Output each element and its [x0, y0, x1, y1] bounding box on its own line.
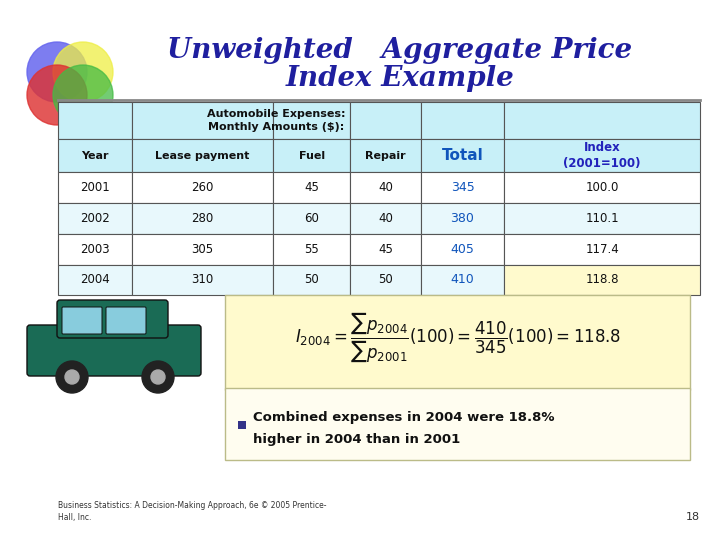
Circle shape — [56, 361, 88, 393]
Text: 60: 60 — [304, 212, 319, 225]
Bar — [273, 203, 350, 234]
Circle shape — [53, 65, 113, 125]
Bar — [504, 234, 700, 265]
Bar — [420, 203, 504, 234]
Bar — [225, 388, 690, 460]
Text: 280: 280 — [192, 212, 214, 225]
Bar — [132, 265, 273, 295]
Text: 50: 50 — [378, 273, 393, 286]
Text: 2004: 2004 — [80, 273, 109, 286]
Text: Index
(2001=100): Index (2001=100) — [563, 141, 641, 170]
Bar — [58, 172, 132, 203]
Bar — [238, 421, 246, 429]
FancyBboxPatch shape — [27, 325, 201, 376]
Text: 2002: 2002 — [80, 212, 109, 225]
Text: 100.0: 100.0 — [585, 181, 618, 194]
Text: Unweighted   Aggregate Price: Unweighted Aggregate Price — [168, 37, 633, 64]
Text: 40: 40 — [378, 212, 393, 225]
Circle shape — [27, 65, 87, 125]
Circle shape — [142, 361, 174, 393]
Text: 405: 405 — [451, 242, 474, 255]
Circle shape — [151, 370, 165, 384]
Bar — [420, 265, 504, 295]
Bar — [504, 265, 700, 295]
Bar — [420, 172, 504, 203]
Text: Lease payment: Lease payment — [156, 151, 250, 160]
Text: Combined expenses in 2004 were 18.8%: Combined expenses in 2004 were 18.8% — [253, 410, 554, 423]
Text: Business Statistics: A Decision-Making Approach, 6e © 2005 Prentice-
Hall, Inc.: Business Statistics: A Decision-Making A… — [58, 501, 326, 522]
Bar — [504, 172, 700, 203]
Bar — [350, 102, 420, 139]
Bar — [273, 234, 350, 265]
Bar — [273, 139, 350, 172]
Bar — [350, 203, 420, 234]
Bar — [58, 203, 132, 234]
Text: 50: 50 — [305, 273, 319, 286]
Bar — [504, 139, 700, 172]
Circle shape — [65, 370, 79, 384]
Bar — [132, 234, 273, 265]
Text: 2003: 2003 — [80, 242, 109, 255]
Text: 40: 40 — [378, 181, 393, 194]
Text: 55: 55 — [305, 242, 319, 255]
Bar — [420, 102, 504, 139]
Bar — [504, 102, 700, 139]
Bar — [58, 234, 132, 265]
Text: Year: Year — [81, 151, 109, 160]
Text: $I_{2004} = \dfrac{\sum p_{2004}}{\sum p_{2001}}(100) = \dfrac{410}{345}(100) = : $I_{2004} = \dfrac{\sum p_{2004}}{\sum p… — [294, 310, 621, 365]
Bar — [350, 139, 420, 172]
Text: 305: 305 — [192, 242, 214, 255]
Text: 18: 18 — [686, 512, 700, 522]
Text: Repair: Repair — [365, 151, 406, 160]
Text: 45: 45 — [304, 181, 319, 194]
Text: 345: 345 — [451, 181, 474, 194]
Text: Index Example: Index Example — [286, 64, 514, 91]
Text: 118.8: 118.8 — [585, 273, 619, 286]
Text: higher in 2004 than in 2001: higher in 2004 than in 2001 — [253, 433, 460, 446]
Text: 260: 260 — [192, 181, 214, 194]
Bar — [58, 102, 132, 139]
Bar — [273, 102, 350, 139]
Circle shape — [27, 42, 87, 102]
FancyBboxPatch shape — [57, 300, 168, 338]
FancyBboxPatch shape — [106, 307, 146, 334]
Bar — [273, 265, 350, 295]
Bar — [504, 203, 700, 234]
Bar — [132, 102, 273, 139]
Text: 117.4: 117.4 — [585, 242, 619, 255]
Circle shape — [53, 42, 113, 102]
Bar — [350, 172, 420, 203]
Text: Automobile Expenses:
Monthly Amounts ($):: Automobile Expenses: Monthly Amounts ($)… — [207, 109, 346, 132]
Bar — [420, 139, 504, 172]
Bar — [58, 265, 132, 295]
Text: Total: Total — [441, 148, 483, 163]
Bar — [273, 172, 350, 203]
Bar — [58, 139, 132, 172]
Text: 110.1: 110.1 — [585, 212, 619, 225]
Text: 2001: 2001 — [80, 181, 109, 194]
Text: Fuel: Fuel — [299, 151, 325, 160]
Text: 410: 410 — [451, 273, 474, 286]
Bar — [350, 234, 420, 265]
Text: 380: 380 — [451, 212, 474, 225]
Text: 45: 45 — [378, 242, 393, 255]
FancyBboxPatch shape — [62, 307, 102, 334]
Bar — [132, 172, 273, 203]
Bar — [420, 234, 504, 265]
Bar — [132, 203, 273, 234]
Bar — [132, 139, 273, 172]
Bar — [350, 265, 420, 295]
Text: 310: 310 — [192, 273, 214, 286]
Bar — [225, 295, 690, 390]
